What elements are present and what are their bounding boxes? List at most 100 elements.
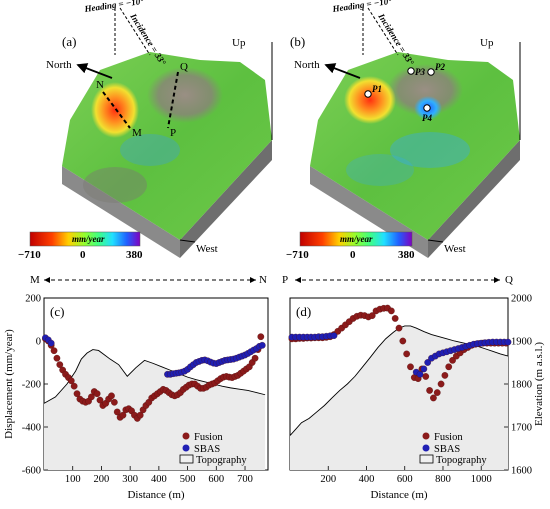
map-b-up-label: Up [480, 37, 494, 49]
chartC-xtick-label: 500 [180, 474, 196, 485]
profile-arrow-mn-left [44, 277, 50, 283]
profile-label-m: M [132, 127, 142, 139]
chart-c: 100 200 300 400 500 600 700 -600 -400 -200 0 200 (c… [3, 294, 269, 501]
legend-d-sbas-label: SBAS [434, 444, 460, 455]
point-label-p1: P1 [372, 84, 382, 94]
chartD-fusion-point [437, 380, 445, 388]
map-b: P1 P2 P3 P4 Heading = −10° Incidence = 3… [286, 0, 521, 261]
profile-line-pq [167, 71, 179, 129]
colorbar-b-mid: 0 [350, 249, 356, 261]
legend-d-topo-label: Topography [436, 455, 487, 466]
profile-end-n: N [259, 274, 267, 286]
chart-d-ticks: 200 400 600 800 1000 1600 1700 1800 1900 2000 [320, 294, 532, 486]
chartC-ytick-label: -200 [22, 380, 41, 391]
legend-d-topo-marker [419, 454, 434, 464]
legend-c-fusion-label: Fusion [194, 432, 223, 443]
profile-arrow-pq-right [494, 277, 500, 283]
chartC-fusion-point [119, 411, 127, 419]
colorbar-a-mid: 0 [80, 249, 86, 261]
chartD-xtick-label: 400 [359, 474, 375, 485]
point-p3 [407, 67, 415, 75]
chartD-fusion-point [391, 315, 399, 322]
chart-d-xlabel: Distance (m) [370, 489, 427, 501]
chartD-fusion-point [433, 389, 441, 396]
chartC-fusion-point [56, 361, 64, 368]
chartC-xtick-label: 200 [94, 474, 110, 485]
chartC-xtick-label: 700 [237, 474, 253, 485]
chartC-sbas-point [258, 341, 266, 349]
chartC-ytick-label: -600 [22, 466, 41, 477]
profile-line-nm [102, 91, 131, 129]
legend-c-sbas-marker [182, 444, 190, 452]
chartC-topo-line [43, 349, 266, 404]
map-b-west-label: West [444, 243, 466, 255]
colorbar-a-min: −710 [18, 249, 41, 261]
map-a-incidence-line [119, 7, 151, 56]
legend-d-fusion-marker [422, 432, 430, 440]
chartC-fusion-point [108, 392, 115, 400]
chartC-ytick-label: 0 [36, 337, 41, 348]
chartC-fusion-point [113, 408, 121, 416]
chartD-sbas-point [330, 332, 338, 339]
colorbar-b [299, 231, 413, 247]
chartD-sbas-point [416, 370, 424, 378]
chartD-xtick-label: 1000 [471, 474, 492, 485]
chart-d-ylabel: Elevation (m a.s.l.) [533, 342, 545, 426]
colorbar-a [29, 231, 141, 247]
profile-label-q: Q [180, 61, 188, 73]
chart-d-legend: Fusion SBAS Topography [419, 432, 487, 466]
chartC-fusion-point [73, 390, 81, 398]
profile-end-m: M [30, 274, 40, 286]
colorbar-b-min: −710 [286, 249, 309, 261]
colorbar-a-title: mm/year [72, 234, 105, 244]
profile-end-markers: M N P Q [30, 274, 513, 286]
legend-c-topo-marker [179, 454, 194, 464]
chartC-fusion-point [53, 354, 61, 362]
map-a-block-side [180, 140, 272, 258]
chartC-xtick-label: 600 [208, 474, 224, 485]
chart-c-points [42, 333, 266, 422]
point-label-p2: P2 [435, 62, 445, 72]
panel-label-a: (a) [62, 34, 76, 49]
chartC-xtick-label: 300 [122, 474, 138, 485]
chartC-fusion-point [70, 382, 78, 390]
chartC-fusion-point [111, 398, 118, 406]
map-a-ridge [147, 67, 223, 123]
chartC-sbas-point [47, 339, 55, 347]
chartD-fusion-point [422, 373, 430, 380]
chartD-fusion-point [441, 372, 449, 379]
map-b-cool-zone [390, 132, 470, 168]
colorbar-b-max: 380 [398, 249, 415, 261]
chart-d-points [288, 304, 512, 402]
chartD-sbas-point [420, 365, 428, 373]
chartD-fusion-point [426, 387, 433, 394]
chartD-xtick-label: 600 [397, 474, 413, 485]
panel-label-d: (d) [296, 304, 311, 319]
west-axis-a [179, 239, 196, 243]
chartD-fusion-point [395, 324, 403, 332]
chartD-fusion-point [368, 312, 376, 319]
chartD-xtick-label: 800 [435, 474, 451, 485]
chart-c-legend: Fusion SBAS Topography [179, 432, 247, 466]
chartD-xtick-label: 200 [320, 474, 336, 485]
map-a-shadow [83, 167, 147, 203]
map-a-up-label: Up [232, 37, 246, 49]
chartD-etick-label: 1800 [511, 380, 532, 391]
chartC-xtick-label: 100 [65, 474, 81, 485]
map-b-incidence-line [367, 7, 399, 56]
chart-c-xlabel: Distance (m) [127, 489, 184, 501]
chartC-fusion-point [50, 347, 58, 355]
map-b-north-label: North [294, 59, 320, 71]
map-a-north-label: North [46, 59, 72, 71]
point-p1 [364, 90, 372, 98]
map-a-landslide-zone [91, 82, 139, 138]
chartD-fusion-point [388, 307, 395, 315]
profile-arrow-mn-right [250, 277, 256, 283]
legend-d-sbas-marker [422, 444, 430, 452]
chartC-fusion-point [96, 396, 104, 404]
chartD-fusion-point [407, 363, 414, 371]
chart-c-ylabel: Displacement (mm/year) [3, 329, 15, 439]
chartC-topo-fill [44, 349, 266, 470]
chartC-fusion-point [251, 354, 259, 362]
